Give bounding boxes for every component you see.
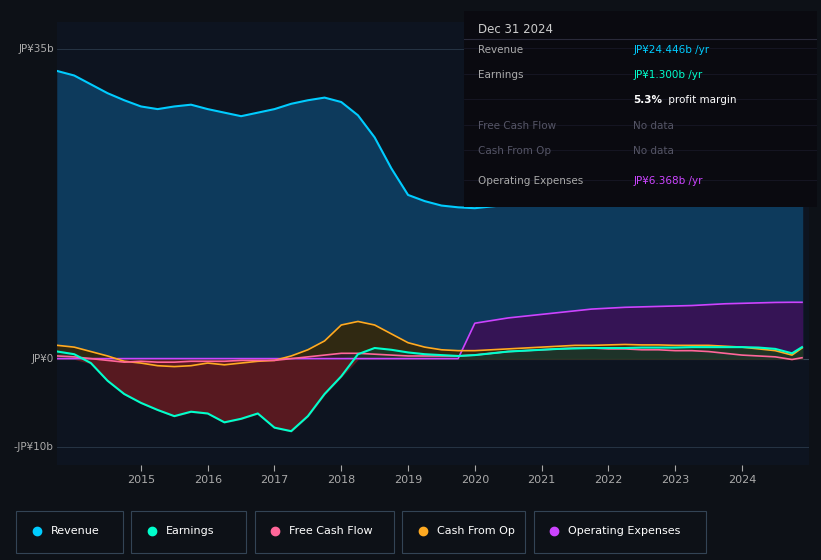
Text: JP¥24.446b /yr: JP¥24.446b /yr <box>633 45 709 54</box>
Text: Free Cash Flow: Free Cash Flow <box>478 121 556 131</box>
Text: JP¥35b: JP¥35b <box>18 44 53 54</box>
Text: Revenue: Revenue <box>51 526 99 535</box>
Text: Operating Expenses: Operating Expenses <box>478 176 583 186</box>
Text: Revenue: Revenue <box>478 45 523 54</box>
Text: profit margin: profit margin <box>665 96 736 105</box>
Text: Cash From Op: Cash From Op <box>478 147 551 156</box>
Text: No data: No data <box>633 121 674 131</box>
Text: JP¥1.300b /yr: JP¥1.300b /yr <box>633 70 703 80</box>
Text: 5.3%: 5.3% <box>633 96 663 105</box>
Text: JP¥6.368b /yr: JP¥6.368b /yr <box>633 176 703 186</box>
Text: JP¥0: JP¥0 <box>31 353 53 363</box>
Text: Free Cash Flow: Free Cash Flow <box>289 526 373 535</box>
Text: Cash From Op: Cash From Op <box>437 526 515 535</box>
Text: Dec 31 2024: Dec 31 2024 <box>478 23 553 36</box>
Text: Earnings: Earnings <box>478 70 524 80</box>
Text: -JP¥10b: -JP¥10b <box>14 442 53 452</box>
Text: Operating Expenses: Operating Expenses <box>568 526 681 535</box>
Text: Earnings: Earnings <box>166 526 214 535</box>
Text: No data: No data <box>633 147 674 156</box>
